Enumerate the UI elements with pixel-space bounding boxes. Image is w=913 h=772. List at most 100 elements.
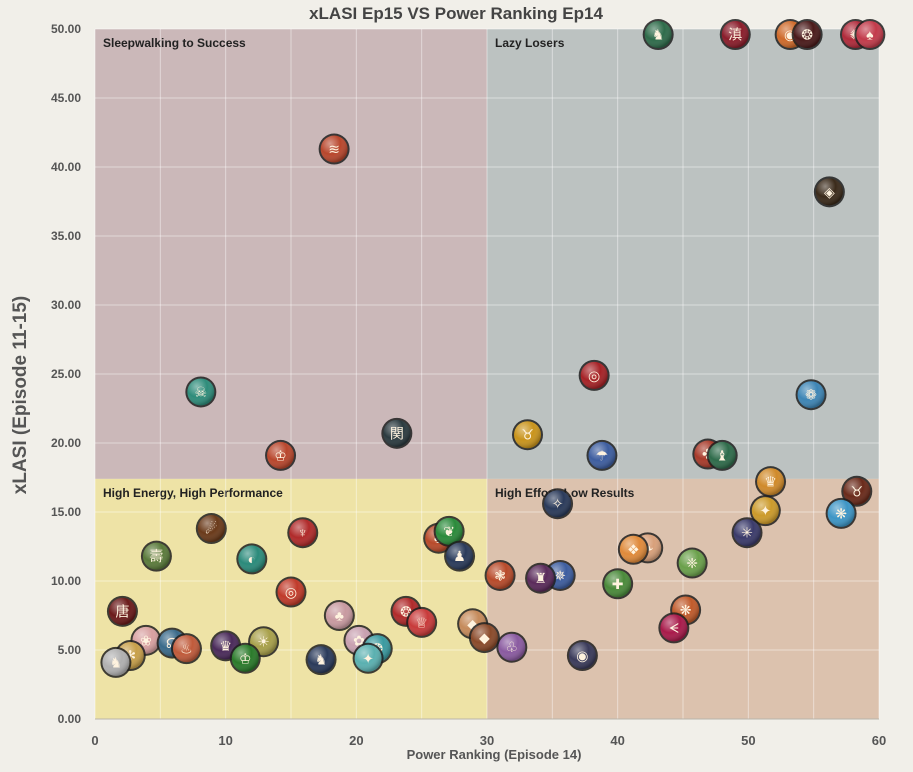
data-point-sheen [267,441,295,469]
data-point: ◎ [578,359,610,391]
data-point-icon: ♧ [506,639,519,655]
quadrant-label: High Energy, High Performance [103,486,283,500]
data-point-icon: ♉ [851,483,864,499]
data-point-icon: ✦ [759,503,771,519]
quadrant-0 [95,29,487,479]
data-point-sheen [289,519,317,547]
data-point-icon: ♕ [415,614,428,630]
data-point: 唐 [106,595,138,627]
y-tick-label: 10.00 [51,574,81,588]
data-point-sheen [588,441,616,469]
data-point-icon: ♛ [219,638,232,654]
data-point: ♉ [512,419,544,451]
x-tick-label: 40 [610,733,624,748]
data-point-sheen [446,542,474,570]
point-layer: ≋☠♔関♞滇◉❂✺♠◈◎❁♉☂✤♝♛♉✦❋✧✳❧❖❈❃✵♜✚❋ᗕ♧◉☄♆♣❦♟壽… [100,19,886,678]
data-point: ♟ [444,540,476,572]
data-point-icon: ❁ [805,387,817,403]
data-point-sheen [238,545,266,573]
data-point-sheen [470,624,498,652]
data-point-icon: ✧ [552,496,564,512]
grid-layer [94,28,880,720]
data-point-sheen [797,381,825,409]
data-point: ✚ [602,568,634,600]
data-point-icon: ❋ [680,602,692,618]
data-point: ✻ [114,640,146,672]
data-point-icon: ☀ [257,634,270,650]
data-point-sheen [102,648,130,676]
data-point-icon: ♞ [652,27,665,43]
data-point: ≋ [318,133,350,165]
data-point-icon: ❃ [494,567,506,583]
data-point-sheen [827,499,855,527]
data-point: ♣ [323,600,355,631]
y-axis-label: xLASI (Episode 11-15) [10,296,31,495]
data-point: ❁ [795,379,827,411]
y-tick-label: 15.00 [51,505,81,519]
data-point-icon: ✦ [362,650,374,666]
data-point-icon: ☂ [596,447,609,463]
data-point: ♧ [496,631,528,663]
data-point-icon: ✚ [612,576,624,592]
data-point-icon: ♣ [335,608,344,624]
data-point-sheen [231,644,259,672]
data-point-sheen [527,564,555,592]
data-point: ♕ [406,606,438,638]
data-point-sheen [751,497,779,525]
data-point-icon: ❋ [835,505,847,521]
data-point-sheen [644,21,672,49]
data-point: ♔ [265,439,297,471]
data-point: ❋ [825,497,857,529]
data-point-sheen [843,477,871,505]
data-point-icon: ❦ [443,523,455,539]
data-point: ◐ [236,543,268,575]
y-tick-label: 25.00 [51,367,81,381]
data-point: ❈ [676,547,708,579]
data-point: ◆ [468,622,500,654]
y-tick-label: 20.00 [51,436,81,450]
data-point: ❦ [433,515,465,547]
data-point-sheen [757,468,785,496]
data-point-icon: ❀ [140,632,152,648]
data-point-icon: ✵ [554,567,566,583]
data-point: ᗕ [658,612,690,644]
y-tick-label: 30.00 [51,298,81,312]
data-point-icon: 関 [390,425,404,441]
data-point-icon: 滇 [728,27,742,43]
data-point-sheen [320,135,348,163]
data-point-icon: ♆ [298,525,309,541]
data-point-sheen [307,646,335,674]
data-point-icon: ♨ [180,641,193,657]
data-point-icon: ✿ [353,632,365,648]
x-tick-label: 60 [872,733,886,748]
data-point: ❃ [484,559,516,591]
data-point-sheen [815,178,843,206]
data-point-sheen [580,361,608,389]
data-point-sheen [435,517,463,545]
data-point: ♨ [170,633,202,665]
data-point-sheen [544,490,572,518]
data-point-icon: ❂ [801,27,813,43]
data-point-icon: ✳ [741,525,753,541]
data-point: ◉ [566,640,598,672]
data-point: ♞ [100,646,132,678]
data-point-sheen [619,535,647,563]
data-point-icon: ♔ [274,447,287,463]
data-point-sheen [172,635,200,663]
data-point-icon: ♔ [239,650,252,666]
data-point: ✳ [731,517,763,549]
y-tick-label: 45.00 [51,91,81,105]
chart-title: xLASI Ep15 VS Power Ranking Ep14 [309,4,603,23]
data-point-sheen [197,515,225,543]
data-point-icon: ◎ [285,584,297,600]
data-point-icon: ◆ [479,630,490,646]
data-point-icon: ◐ [248,551,256,567]
data-point: ♜ [525,562,557,594]
data-point-icon: ❖ [627,541,640,557]
data-point-sheen [514,421,542,449]
data-point-sheen [678,549,706,577]
data-point: 壽 [140,540,172,572]
x-tick-label: 0 [91,733,98,748]
